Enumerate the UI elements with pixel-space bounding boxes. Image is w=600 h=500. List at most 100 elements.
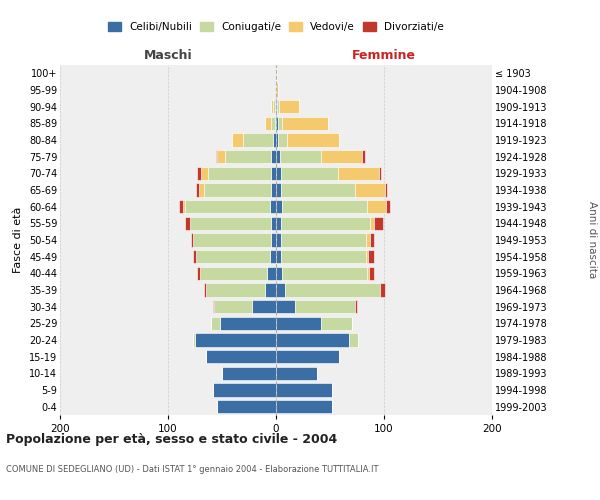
Bar bbox=[220, 316, 276, 330]
Bar bbox=[338, 166, 379, 180]
Text: COMUNE DI SEDEGLIANO (UD) - Dati ISTAT 1° gennaio 2004 - Elaborazione TUTTITALIA: COMUNE DI SEDEGLIANO (UD) - Dati ISTAT 1… bbox=[6, 466, 379, 474]
Bar bbox=[370, 234, 374, 246]
Bar bbox=[385, 184, 387, 196]
Bar bbox=[208, 166, 271, 180]
Bar bbox=[283, 200, 367, 213]
Bar bbox=[191, 234, 193, 246]
Bar bbox=[279, 100, 299, 114]
Bar bbox=[295, 300, 355, 314]
Bar bbox=[365, 250, 368, 264]
Bar bbox=[269, 250, 276, 264]
Bar bbox=[276, 150, 280, 164]
Bar bbox=[196, 184, 199, 196]
Bar bbox=[193, 250, 196, 264]
Bar bbox=[276, 316, 322, 330]
Bar bbox=[206, 284, 265, 296]
Bar bbox=[276, 366, 317, 380]
Bar bbox=[287, 134, 338, 146]
Bar bbox=[386, 200, 391, 213]
Bar bbox=[276, 384, 332, 396]
Bar bbox=[281, 166, 338, 180]
Bar bbox=[225, 150, 271, 164]
Text: Maschi: Maschi bbox=[143, 48, 193, 62]
Bar bbox=[276, 284, 284, 296]
Bar bbox=[367, 266, 369, 280]
Bar bbox=[200, 266, 268, 280]
Bar bbox=[215, 150, 217, 164]
Legend: Celibi/Nubili, Coniugati/e, Vedovi/e, Divorziati/e: Celibi/Nubili, Coniugati/e, Vedovi/e, Di… bbox=[104, 18, 448, 36]
Bar bbox=[242, 134, 273, 146]
Bar bbox=[271, 184, 276, 196]
Bar bbox=[369, 266, 374, 280]
Bar bbox=[276, 66, 277, 80]
Bar bbox=[273, 100, 275, 114]
Bar bbox=[276, 400, 332, 413]
Bar bbox=[275, 100, 276, 114]
Bar bbox=[276, 216, 281, 230]
Bar bbox=[322, 316, 352, 330]
Bar bbox=[368, 250, 374, 264]
Text: Anni di nascita: Anni di nascita bbox=[587, 202, 597, 278]
Bar bbox=[179, 200, 183, 213]
Bar bbox=[214, 384, 276, 396]
Bar bbox=[197, 266, 200, 280]
Bar bbox=[349, 334, 358, 346]
Bar bbox=[276, 116, 278, 130]
Bar bbox=[265, 284, 276, 296]
Bar bbox=[277, 100, 279, 114]
Bar bbox=[276, 166, 281, 180]
Bar bbox=[281, 216, 370, 230]
Bar bbox=[362, 150, 365, 164]
Bar bbox=[365, 234, 370, 246]
Bar bbox=[271, 166, 276, 180]
Bar bbox=[276, 184, 281, 196]
Bar bbox=[196, 250, 269, 264]
Bar bbox=[222, 366, 276, 380]
Bar bbox=[380, 284, 385, 296]
Bar bbox=[193, 334, 195, 346]
Bar bbox=[199, 184, 203, 196]
Bar bbox=[281, 234, 365, 246]
Bar bbox=[276, 300, 295, 314]
Bar bbox=[283, 266, 367, 280]
Bar bbox=[367, 200, 386, 213]
Y-axis label: Fasce di età: Fasce di età bbox=[13, 207, 23, 273]
Bar bbox=[355, 184, 385, 196]
Bar bbox=[276, 334, 349, 346]
Text: Femmine: Femmine bbox=[352, 48, 416, 62]
Bar bbox=[281, 250, 365, 264]
Bar bbox=[379, 166, 381, 180]
Bar bbox=[280, 150, 322, 164]
Bar bbox=[206, 350, 276, 364]
Bar bbox=[203, 284, 206, 296]
Bar bbox=[185, 200, 269, 213]
Bar bbox=[202, 166, 208, 180]
Bar bbox=[275, 116, 276, 130]
Bar bbox=[283, 116, 328, 130]
Bar bbox=[271, 234, 276, 246]
Bar bbox=[370, 216, 374, 230]
Bar bbox=[265, 116, 271, 130]
Bar bbox=[322, 150, 362, 164]
Text: Popolazione per età, sesso e stato civile - 2004: Popolazione per età, sesso e stato civil… bbox=[6, 432, 337, 446]
Bar bbox=[269, 200, 276, 213]
Bar bbox=[185, 216, 190, 230]
Bar bbox=[374, 216, 383, 230]
Bar bbox=[273, 134, 276, 146]
Bar bbox=[271, 216, 276, 230]
Bar bbox=[232, 134, 242, 146]
Bar bbox=[278, 134, 287, 146]
Bar bbox=[276, 266, 283, 280]
Bar bbox=[252, 300, 276, 314]
Bar bbox=[268, 266, 276, 280]
Bar bbox=[271, 116, 275, 130]
Bar bbox=[211, 316, 220, 330]
Bar bbox=[271, 150, 276, 164]
Bar bbox=[284, 284, 380, 296]
Bar bbox=[195, 334, 276, 346]
Bar bbox=[276, 84, 278, 96]
Bar bbox=[217, 150, 225, 164]
Bar bbox=[190, 216, 271, 230]
Bar bbox=[276, 250, 281, 264]
Bar bbox=[276, 200, 283, 213]
